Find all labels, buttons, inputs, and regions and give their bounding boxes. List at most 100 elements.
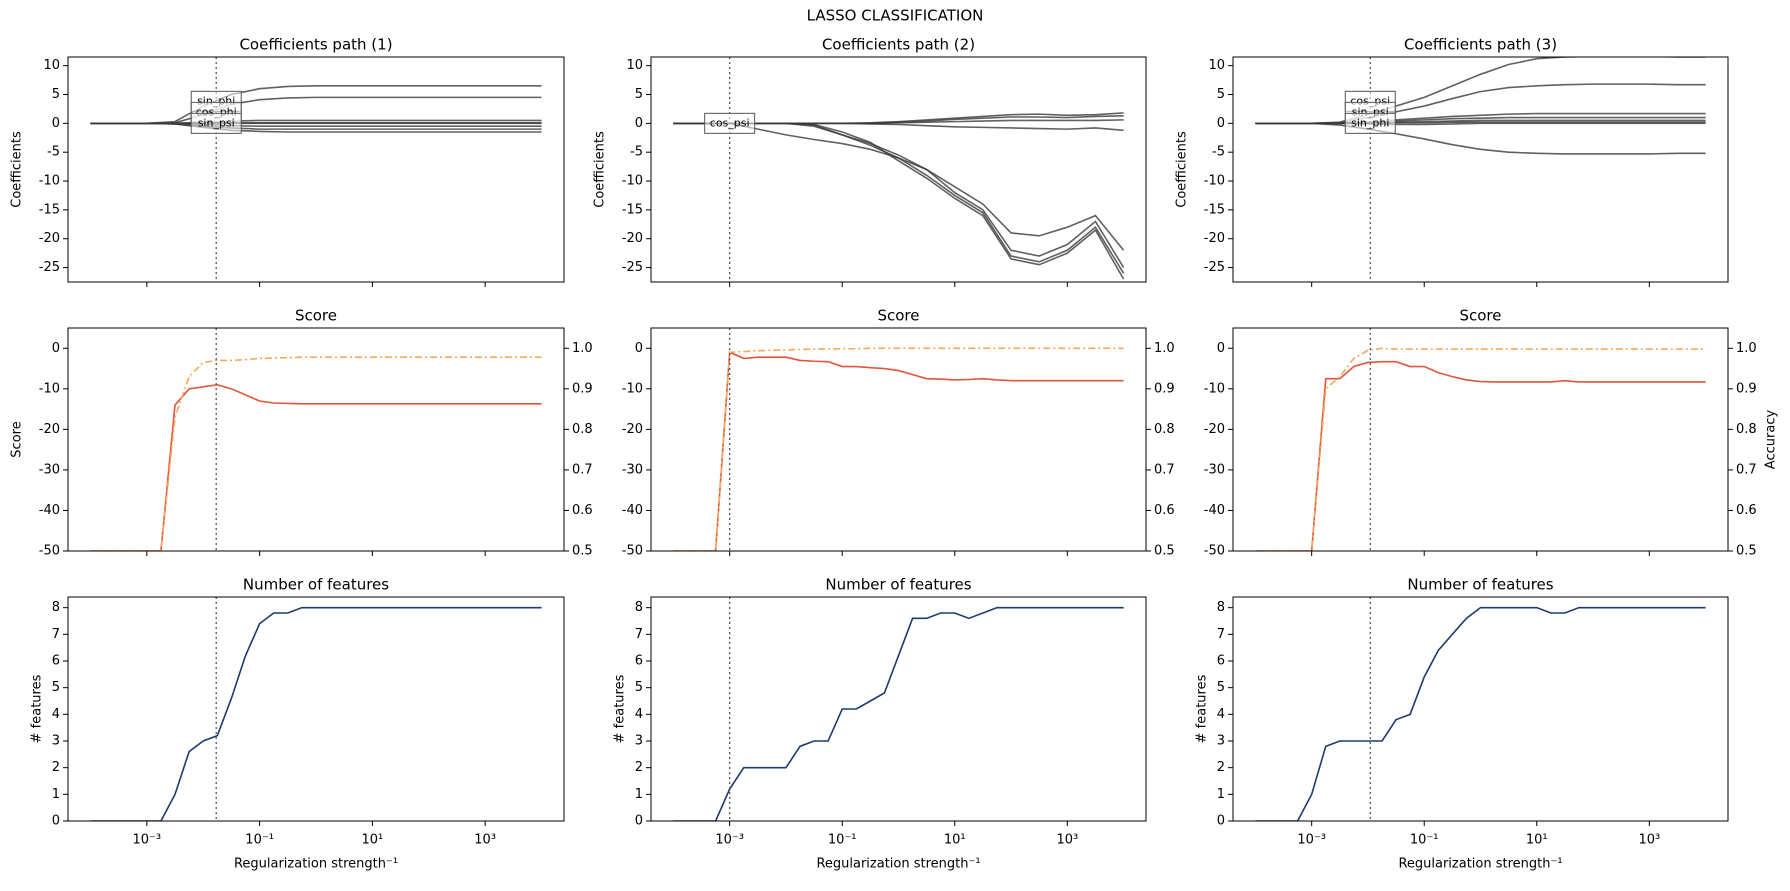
y-tick-label: 0 [1217, 341, 1225, 356]
y-tick-label: 1 [635, 787, 643, 802]
y2-tick-label: 0.5 [572, 544, 593, 559]
y-tick-label: -20 [1204, 231, 1225, 246]
y2-tick-label: 1.0 [572, 341, 593, 356]
subplot: Score 0 -10 -20 -30 -40 -50 0.5 0.6 0.7 0.8 0.9 1.0 S… [10, 307, 593, 559]
y-tick-label: -20 [622, 422, 643, 437]
axes-frame [1232, 327, 1729, 552]
y-tick-label: 4 [52, 707, 60, 722]
y-tick-label: -15 [622, 202, 643, 217]
subplot-title: Coefficients path (3) [1404, 36, 1557, 54]
y-tick-label: 0 [1217, 116, 1225, 131]
y-tick-label: 5 [52, 680, 60, 695]
y-tick-label: -10 [1204, 381, 1225, 396]
y-tick-label: 5 [52, 87, 60, 102]
y-tick-label: 5 [1217, 680, 1225, 695]
subplot-title: Score [877, 307, 919, 325]
y2-tick-label: 0.6 [1154, 503, 1175, 518]
data-line [673, 351, 1124, 551]
y2-tick-label: 0.6 [1736, 503, 1757, 518]
y-tick-label: -25 [1204, 260, 1225, 275]
y-tick-label: 3 [52, 734, 60, 749]
y2-tick-label: 1.0 [1736, 341, 1757, 356]
subplot-title: Coefficients path (1) [239, 36, 392, 54]
y2-tick-label: 1.0 [1154, 341, 1175, 356]
y-tick-label: 6 [52, 654, 60, 669]
y-tick-label: 4 [1217, 707, 1225, 722]
y2-tick-label: 0.6 [572, 503, 593, 518]
y-tick-label: 0 [52, 116, 60, 131]
y-tick-label: 10 [626, 58, 643, 73]
y2-tick-label: 0.8 [1736, 422, 1757, 437]
y-tick-label: 7 [52, 627, 60, 642]
y-tick-label: 3 [635, 734, 643, 749]
data-line [1255, 122, 1706, 155]
axes-frame [67, 327, 565, 552]
y-tick-label: 0 [1217, 814, 1225, 829]
y2-tick-label: 0.8 [1154, 422, 1175, 437]
annotation: sin_phi [1351, 116, 1389, 129]
x-tick-label: 10⁻³ [133, 833, 162, 848]
y-tick-label: -10 [1204, 174, 1225, 189]
annotation-box [190, 112, 242, 134]
axes-frame [67, 596, 565, 822]
annotation: cos_psi [710, 116, 750, 129]
y-axis-label: Score [10, 421, 25, 457]
y-tick-label: 0 [635, 116, 643, 131]
y-tick-label: 5 [635, 680, 643, 695]
axes-frame [650, 56, 1147, 283]
accuracy-line [1255, 347, 1706, 551]
subplot-title: Number of features [1407, 576, 1553, 594]
y-tick-label: -5 [47, 145, 60, 160]
y2-axis-label: Accuracy [1764, 410, 1779, 470]
x-tick-label: 10⁻³ [715, 833, 744, 848]
y2-tick-label: 0.8 [572, 422, 593, 437]
y-tick-label: 6 [635, 654, 643, 669]
data-line [1255, 606, 1706, 821]
y-tick-label: -5 [630, 145, 643, 160]
y2-tick-label: 0.9 [1154, 381, 1175, 396]
y-tick-label: 4 [635, 707, 643, 722]
y-tick-label: 3 [1217, 734, 1225, 749]
subplot-title: Coefficients path (2) [822, 36, 975, 54]
y-tick-label: -20 [39, 422, 60, 437]
axes-frame [1232, 56, 1729, 283]
x-tick-label: 10⁻¹ [1410, 833, 1439, 848]
x-axis-label: Regularization strength⁻¹ [816, 857, 980, 872]
x-axis-label: Regularization strength⁻¹ [234, 857, 398, 872]
y-axis-label: Coefficients [1175, 131, 1190, 208]
x-tick-label: 10⁻³ [1297, 833, 1326, 848]
annotation: sin_psi [198, 116, 235, 129]
y2-tick-label: 0.7 [1154, 462, 1175, 477]
subplot: Score 0 -10 -20 -30 -40 -50 0.5 0.6 0.7 0.8 0.9 1.0 [622, 307, 1175, 559]
y-tick-label: -20 [622, 231, 643, 246]
y-axis-label: # features [30, 674, 45, 743]
y-tick-label: 0 [635, 814, 643, 829]
y-tick-label: 1 [1217, 787, 1225, 802]
figure-title: LASSO CLASSIFICATION [807, 7, 984, 25]
data-line [90, 606, 542, 821]
y-tick-label: 2 [52, 760, 60, 775]
y-tick-label: 0 [52, 341, 60, 356]
subplot-title: Number of features [825, 576, 971, 594]
subplot: Coefficients path (2) 10 5 0 -5 -10 -15 -20 -25 C… [593, 36, 1147, 287]
y-tick-label: -30 [1204, 462, 1225, 477]
x-axis-label: Regularization strength⁻¹ [1398, 857, 1562, 872]
x-tick-label: 10³ [1638, 833, 1660, 848]
subplot: Score 0 -10 -20 -30 -40 -50 0.5 0.6 0.7 0.8 0.9 1.0 A… [1204, 307, 1779, 559]
y-tick-label: -15 [39, 202, 60, 217]
annotation-box [1344, 112, 1396, 134]
subplot: Coefficients path (3) 10 5 0 -5 -10 -15 -20 -25 C… [1175, 36, 1729, 287]
y-tick-label: 7 [635, 627, 643, 642]
y-tick-label: -15 [1204, 202, 1225, 217]
y-tick-label: 10 [1208, 58, 1225, 73]
y-tick-label: -20 [1204, 422, 1225, 437]
y-tick-label: 7 [1217, 627, 1225, 642]
y-tick-label: 1 [52, 787, 60, 802]
y-tick-label: 8 [1217, 600, 1225, 615]
y-tick-label: -40 [1204, 503, 1225, 518]
data-line [673, 606, 1124, 821]
y-tick-label: -25 [622, 260, 643, 275]
axes-frame [1232, 596, 1729, 822]
y-tick-label: -50 [1204, 544, 1225, 559]
